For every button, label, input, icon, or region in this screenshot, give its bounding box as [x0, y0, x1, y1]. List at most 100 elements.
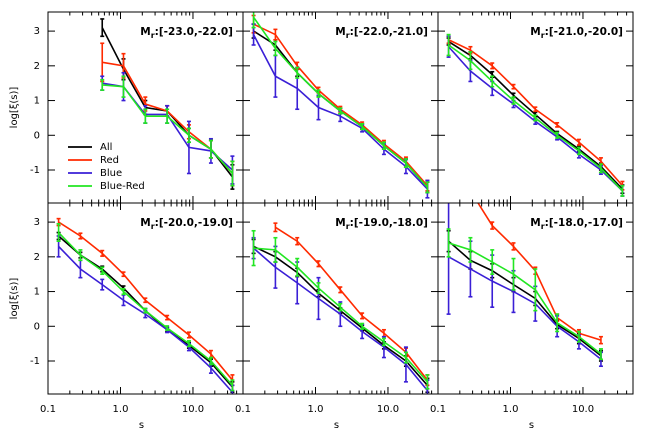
error-bar	[468, 51, 473, 71]
panel: 0.1 1.0 10.0 s Mr:[-19.0,-18.0]	[235, 202, 439, 431]
error-bar	[316, 260, 321, 268]
error-bar	[273, 236, 278, 263]
error-bar	[381, 337, 386, 347]
error-bar	[121, 271, 126, 278]
error-bar	[338, 302, 343, 312]
x-tick-label: 1.0	[113, 404, 129, 415]
error-bar	[381, 328, 386, 338]
y-tick-label: 2	[34, 61, 40, 72]
error-bar	[490, 75, 495, 88]
plot-area	[251, 222, 430, 394]
error-bar	[425, 181, 430, 194]
error-bar	[360, 123, 365, 131]
y-tick-label: 1	[34, 96, 40, 107]
error-bar	[490, 62, 495, 70]
x-tick-label: 1.0	[308, 404, 324, 415]
error-bar	[468, 236, 473, 263]
error-bar	[78, 232, 83, 240]
error-bar	[186, 127, 191, 144]
series-line	[448, 240, 602, 357]
error-bar	[56, 223, 61, 242]
error-bar	[78, 249, 83, 262]
x-tick-label: 10.0	[182, 404, 204, 415]
error-bar	[208, 356, 213, 366]
error-bar	[143, 307, 148, 314]
legend-label: All	[100, 142, 112, 153]
x-tick-label: 10.0	[572, 404, 594, 415]
error-bar	[360, 322, 365, 330]
error-bar	[533, 114, 538, 122]
error-bar	[186, 331, 191, 339]
y-tick-label: 0	[34, 321, 40, 332]
error-bar	[100, 18, 105, 38]
error-bar	[598, 335, 603, 345]
error-bar	[100, 78, 105, 91]
error-bar	[511, 242, 516, 251]
panel: 0.1 1.0 10.0 -1 0 1 2 3 s log[ξ(s)] Mr:[-20.0,-19.…	[9, 202, 244, 431]
error-bar	[165, 325, 170, 331]
x-tick-label: 0.1	[430, 404, 446, 415]
error-bar	[338, 286, 343, 294]
error-bar	[511, 257, 516, 291]
error-bar	[295, 257, 300, 277]
error-bar	[273, 40, 278, 57]
series-line	[274, 226, 429, 381]
error-bar	[555, 313, 560, 333]
plot-area	[446, 203, 603, 368]
error-bar	[121, 287, 126, 296]
error-bar	[273, 28, 278, 41]
error-bar	[598, 163, 603, 174]
panel-title: Mr:[-21.0,-20.0]	[530, 26, 623, 40]
y-axis-label: log[ξ(s)]	[9, 278, 20, 320]
error-bar	[576, 138, 581, 146]
series-line	[448, 242, 602, 355]
error-bar	[165, 314, 170, 321]
error-bar	[78, 259, 83, 279]
error-bar	[208, 139, 213, 159]
panel-title: Mr:[-18.0,-17.0]	[530, 217, 623, 231]
x-tick-label: 0.1	[40, 404, 56, 415]
series-line	[102, 84, 234, 175]
panel: 0.1 1.0 10.0 s Mr:[-18.0,-17.0]	[430, 202, 634, 431]
error-bar	[490, 221, 495, 230]
legend: All Red Blue Blue-Red	[68, 142, 145, 192]
x-axis-label: s	[334, 420, 339, 431]
error-bar	[511, 96, 516, 105]
legend-label: Blue-Red	[100, 181, 145, 192]
x-tick-label: 1.0	[503, 404, 519, 415]
error-bar	[576, 330, 581, 343]
error-bar	[511, 83, 516, 90]
error-bar	[121, 75, 126, 98]
error-bar	[576, 146, 581, 156]
error-bar	[403, 351, 408, 364]
panel: -1 0 1 2 3 log[ξ(s)] Mr:[-23.0,-22.0] All Red Blu…	[9, 11, 244, 204]
y-axis-label: log[ξ(s)]	[9, 87, 20, 129]
y-tick-label: 0	[34, 130, 40, 141]
legend-label: Red	[100, 155, 119, 166]
plot-area	[56, 217, 235, 394]
error-bar	[620, 184, 625, 197]
x-tick-label: 0.1	[235, 404, 251, 415]
error-bar	[316, 282, 321, 295]
panel: Mr:[-22.0,-21.0]	[242, 11, 439, 204]
series-line	[448, 256, 602, 360]
error-bar	[533, 268, 538, 312]
panel-title: Mr:[-20.0,-19.0]	[140, 217, 233, 231]
error-bar	[100, 266, 105, 275]
error-bar	[360, 312, 365, 320]
series-line	[58, 245, 234, 393]
legend-label: Blue	[100, 168, 122, 179]
error-bar	[446, 33, 451, 57]
error-bar	[230, 160, 235, 187]
plot-area	[446, 33, 625, 197]
error-bar	[100, 278, 105, 291]
error-bar	[555, 121, 560, 128]
y-tick-label: -1	[30, 165, 40, 176]
panel-title: Mr:[-22.0,-21.0]	[335, 26, 428, 40]
error-bar	[143, 297, 148, 304]
y-tick-label: -1	[30, 356, 40, 367]
error-bar	[295, 236, 300, 246]
y-tick-label: 3	[34, 217, 40, 228]
error-bar	[446, 228, 451, 258]
